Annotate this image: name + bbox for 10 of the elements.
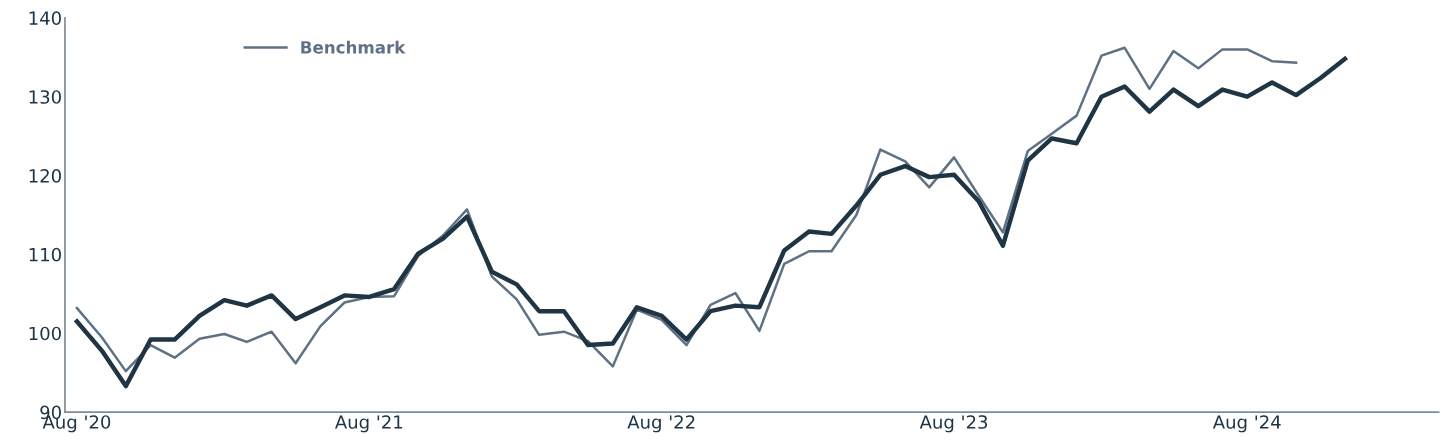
y-tick-label: 100 xyxy=(29,326,61,341)
legend-label: Benchmark xyxy=(301,40,406,54)
y-tick-label: 120 xyxy=(29,169,61,183)
y-tick-label: 140 xyxy=(29,11,61,25)
y-tick-label: 130 xyxy=(29,90,61,104)
x-tick-label: Aug '21 xyxy=(334,415,403,433)
x-tick-label: Aug '23 xyxy=(919,415,988,433)
x-tick-label: Aug '24 xyxy=(1212,415,1281,433)
y-tick-label: 110 xyxy=(29,247,61,262)
x-tick-label: Aug '22 xyxy=(627,415,695,433)
